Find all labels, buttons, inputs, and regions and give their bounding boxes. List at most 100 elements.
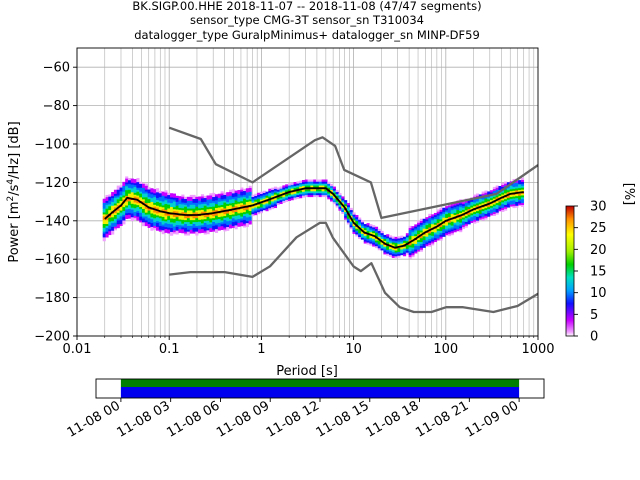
density-cell — [240, 197, 244, 200]
density-cell — [414, 243, 418, 246]
density-cell — [290, 198, 294, 201]
density-cell — [374, 228, 379, 231]
density-cell — [102, 233, 106, 236]
density-cell — [243, 215, 247, 218]
density-cell — [111, 230, 115, 233]
density-cell — [478, 198, 482, 201]
density-cell — [254, 207, 258, 210]
density-cell — [411, 241, 415, 244]
density-cell — [467, 201, 471, 204]
density-cell — [102, 231, 106, 234]
density-cell — [105, 200, 109, 203]
density-cell — [161, 224, 165, 227]
density-cell — [400, 241, 404, 244]
density-cell — [290, 194, 294, 197]
density-cell — [209, 200, 213, 204]
density-cell — [512, 188, 516, 191]
density-cell — [408, 248, 412, 252]
density-cell — [405, 252, 409, 255]
x-tick-label: 0.01 — [63, 342, 92, 357]
density-cell — [512, 178, 516, 182]
density-cell — [268, 190, 272, 193]
density-cell — [248, 195, 252, 198]
density-cell — [360, 220, 365, 223]
density-cell — [220, 212, 224, 215]
density-cell — [515, 203, 519, 206]
density-cell — [285, 199, 289, 202]
density-cell — [119, 216, 123, 219]
density-cell — [164, 201, 168, 205]
density-cell — [186, 196, 191, 200]
density-cell — [394, 244, 398, 247]
density-cell — [411, 231, 415, 235]
density-cell — [217, 220, 221, 223]
density-cell — [234, 196, 238, 199]
density-cell — [245, 215, 249, 218]
density-cell — [346, 218, 350, 221]
density-cell — [150, 211, 154, 214]
density-cell — [425, 224, 429, 228]
density-cell — [316, 189, 320, 192]
density-cell — [130, 203, 134, 206]
density-cell — [229, 210, 233, 214]
density-cell — [181, 206, 185, 209]
density-cell — [167, 231, 171, 234]
density-cell — [417, 247, 421, 250]
density-cell — [214, 198, 219, 201]
density-cell — [321, 192, 325, 196]
density-cell — [158, 192, 162, 196]
density-cell — [212, 198, 216, 201]
y-tick-label: −160 — [34, 253, 70, 268]
density-cell — [403, 246, 407, 249]
density-cell — [170, 197, 174, 200]
density-cell — [170, 227, 174, 231]
density-cell — [125, 207, 129, 210]
density-cell — [156, 193, 160, 197]
density-cell — [411, 243, 415, 246]
density-cell — [473, 219, 477, 222]
density-cell — [377, 240, 381, 243]
density-cell — [147, 214, 151, 217]
density-cell — [170, 214, 174, 217]
density-cell — [175, 218, 179, 222]
density-cell — [374, 244, 379, 247]
density-cell — [271, 187, 275, 190]
density-cell — [172, 195, 176, 198]
density-cell — [231, 193, 235, 196]
density-cell — [113, 210, 118, 214]
density-cell — [459, 224, 463, 227]
density-cell — [206, 231, 210, 235]
density-cell — [506, 191, 510, 195]
density-cell — [136, 212, 140, 215]
density-cell — [170, 200, 174, 204]
density-cell — [164, 194, 168, 197]
density-cell — [282, 196, 286, 200]
density-cell — [495, 185, 499, 188]
density-cell — [332, 198, 336, 201]
density-cell — [299, 196, 303, 199]
density-cell — [313, 181, 317, 184]
density-cell — [431, 214, 435, 217]
density-cell — [428, 240, 432, 243]
density-cell — [195, 217, 199, 221]
density-cell — [192, 202, 196, 205]
density-cell — [189, 198, 193, 201]
density-cell — [290, 182, 294, 185]
density-cell — [200, 224, 205, 228]
density-cell — [198, 208, 202, 211]
y-axis: −60−80−100−120−140−160−180−200 — [34, 61, 77, 345]
density-cell — [153, 221, 157, 225]
density-cell — [512, 200, 516, 203]
density-cell — [111, 232, 115, 235]
density-cell — [178, 226, 182, 230]
density-cell — [271, 193, 275, 196]
density-cell — [125, 205, 129, 208]
density-cell — [419, 224, 423, 227]
density-cell — [223, 227, 227, 230]
density-cell — [377, 242, 381, 245]
density-cell — [139, 214, 143, 217]
density-cell — [209, 210, 213, 213]
density-cell — [200, 209, 205, 212]
